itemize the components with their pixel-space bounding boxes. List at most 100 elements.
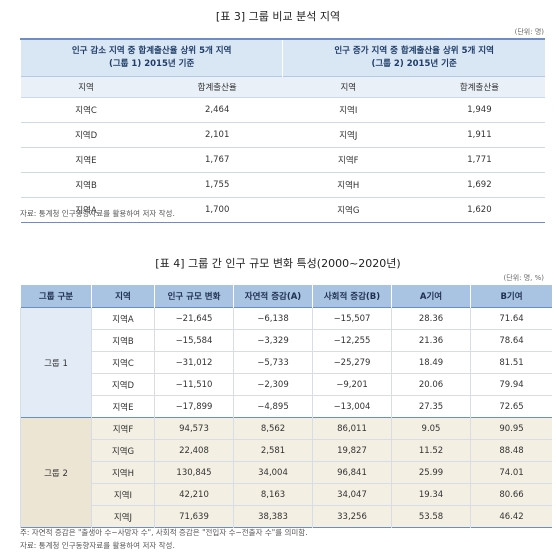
cell: 지역G (282, 197, 414, 223)
cell: 74.01 (470, 461, 552, 484)
cell: 25.99 (391, 461, 471, 484)
cell: 지역H (91, 461, 155, 484)
cell: 96,841 (312, 461, 392, 484)
cell: 21.36 (391, 329, 471, 352)
cell: 1,700 (151, 197, 283, 223)
cell: 19,827 (312, 439, 392, 462)
cell: 1,767 (151, 147, 283, 173)
cell: 2,581 (233, 439, 313, 462)
cell: 1,692 (413, 172, 545, 198)
cell: 1,949 (413, 97, 545, 123)
cell: 19.34 (391, 483, 471, 506)
header-row: 지역 합계출산율 지역 합계출산율 (20, 76, 545, 98)
cell: 18.49 (391, 351, 471, 374)
row: 그룹 2 지역F 94,573 8,562 86,011 9.05 90.95 (20, 417, 552, 528)
cell: −13,004 (312, 395, 392, 418)
cell: 1,911 (413, 122, 545, 148)
group-label: 그룹 2 (20, 417, 92, 528)
cell: −31,012 (154, 351, 234, 374)
cell: 72.65 (470, 395, 552, 418)
row: 지역H 130,845 34,004 96,841 25.99 74.01 (21, 461, 552, 484)
cell: −12,255 (312, 329, 392, 352)
cell: 지역I (282, 97, 414, 123)
row: 지역J 71,639 38,383 33,256 53.58 46.42 (21, 505, 552, 528)
row: 지역D 2,101 지역J 1,911 (20, 122, 545, 148)
cell: 지역F (282, 147, 414, 173)
cell: 1,771 (413, 147, 545, 173)
source: 자료: 통계청 인구동향자료를 활용하여 저자 작성. (20, 209, 175, 218)
cell: 27.35 (391, 395, 471, 418)
cell: −15,584 (154, 329, 234, 352)
cell: 11.52 (391, 439, 471, 462)
cell: 38,383 (233, 505, 313, 528)
cell: 130,845 (154, 461, 234, 484)
cell: 33,256 (312, 505, 392, 528)
unit: (단위: 명, %) (503, 274, 544, 282)
row: 지역B 1,755 지역H 1,692 (20, 172, 545, 198)
cell: −2,309 (233, 373, 313, 396)
header-line: (그룹 2) 2015년 기준 (371, 59, 457, 69)
cell: 20.06 (391, 373, 471, 396)
header-row: 인구 감소 지역 중 합계출산율 상위 5개 지역 (그룹 1) 2015년 기준… (19, 39, 545, 77)
cell: 34,047 (312, 483, 392, 506)
cell: 지역I (91, 483, 155, 506)
column-header: 지역 (91, 285, 155, 308)
column-header: 지역 (282, 76, 414, 98)
cell: −11,510 (154, 373, 234, 396)
cell: −4,895 (233, 395, 313, 418)
header-line: (그룹 1) 2015년 기준 (108, 59, 195, 69)
row: 지역G 22,408 2,581 19,827 11.52 88.48 (21, 439, 552, 462)
column-header: 자연적 증감(A) (233, 285, 313, 308)
table: 그룹 구분 지역 인구 규모 변화 자연적 증감(A) 사회적 증감(B) A기여 B기여 그… (20, 285, 552, 528)
row: 그룹 1 지역A −21,645 −6,138 −15,507 28.36 71.64 (20, 307, 552, 418)
cell: 9.05 (391, 417, 471, 440)
cell: 1,755 (151, 172, 283, 198)
column-header: 합계출산율 (151, 76, 283, 98)
cell: 22,408 (154, 439, 234, 462)
column-header: B기여 (470, 285, 552, 308)
cell: 지역E (91, 395, 155, 418)
column-header: A기여 (391, 285, 471, 308)
cell: 지역G (91, 439, 155, 462)
cell: 88.48 (470, 439, 552, 462)
cell: 지역E (20, 147, 152, 173)
cell: 34,004 (233, 461, 313, 484)
note: 주: 자연적 증감은 "출생아 수−사망자 수", 사회적 증감은 "전입자 수… (20, 528, 308, 537)
cell: 42,210 (154, 483, 234, 506)
cell: −6,138 (233, 307, 313, 330)
cell: 90.95 (470, 417, 552, 440)
cell: 86,011 (312, 417, 392, 440)
row: 지역E 1,767 지역F 1,771 (20, 147, 545, 173)
cell: 지역B (20, 172, 152, 198)
group-header: 인구 감소 지역 중 합계출산율 상위 5개 지역 (그룹 1) 2015년 기준 (19, 39, 283, 77)
cell: −9,201 (312, 373, 392, 396)
cell: −21,645 (154, 307, 234, 330)
column-header: 인구 규모 변화 (154, 285, 234, 308)
cell: 78.64 (470, 329, 552, 352)
table-title: [표 4] 그룹 간 인구 규모 변화 특성(2000~2020년) (155, 257, 401, 270)
header-line: 인구 감소 지역 중 합계출산율 상위 5개 지역 (71, 46, 232, 56)
cell: 2,464 (151, 97, 283, 123)
cell: 28.36 (391, 307, 471, 330)
column-header: 합계출산율 (413, 76, 545, 98)
cell: 지역C (91, 351, 155, 374)
cell: 81.51 (470, 351, 552, 374)
group-header: 인구 증가 지역 중 합계출산율 상위 5개 지역 (그룹 2) 2015년 기준 (282, 39, 545, 77)
cell: 지역C (20, 97, 152, 123)
cell: 8,562 (233, 417, 313, 440)
cell: 지역B (91, 329, 155, 352)
column-header: 사회적 증감(B) (312, 285, 392, 308)
row: 지역A 1,700 지역G 1,620 (20, 197, 545, 223)
cell: −25,279 (312, 351, 392, 374)
cell: 지역F (91, 417, 155, 440)
cell: 지역J (282, 122, 414, 148)
cell: −5,733 (233, 351, 313, 374)
cell: −15,507 (312, 307, 392, 330)
unit: (단위: 명) (514, 28, 544, 36)
cell: 지역D (20, 122, 152, 148)
table: 인구 감소 지역 중 합계출산율 상위 5개 지역 (그룹 1) 2015년 기준… (19, 38, 545, 223)
header-line: 인구 증가 지역 중 합계출산율 상위 5개 지역 (334, 46, 494, 56)
row: 지역I 42,210 8,163 34,047 19.34 80.66 (21, 483, 552, 506)
cell: 46.42 (470, 505, 552, 528)
